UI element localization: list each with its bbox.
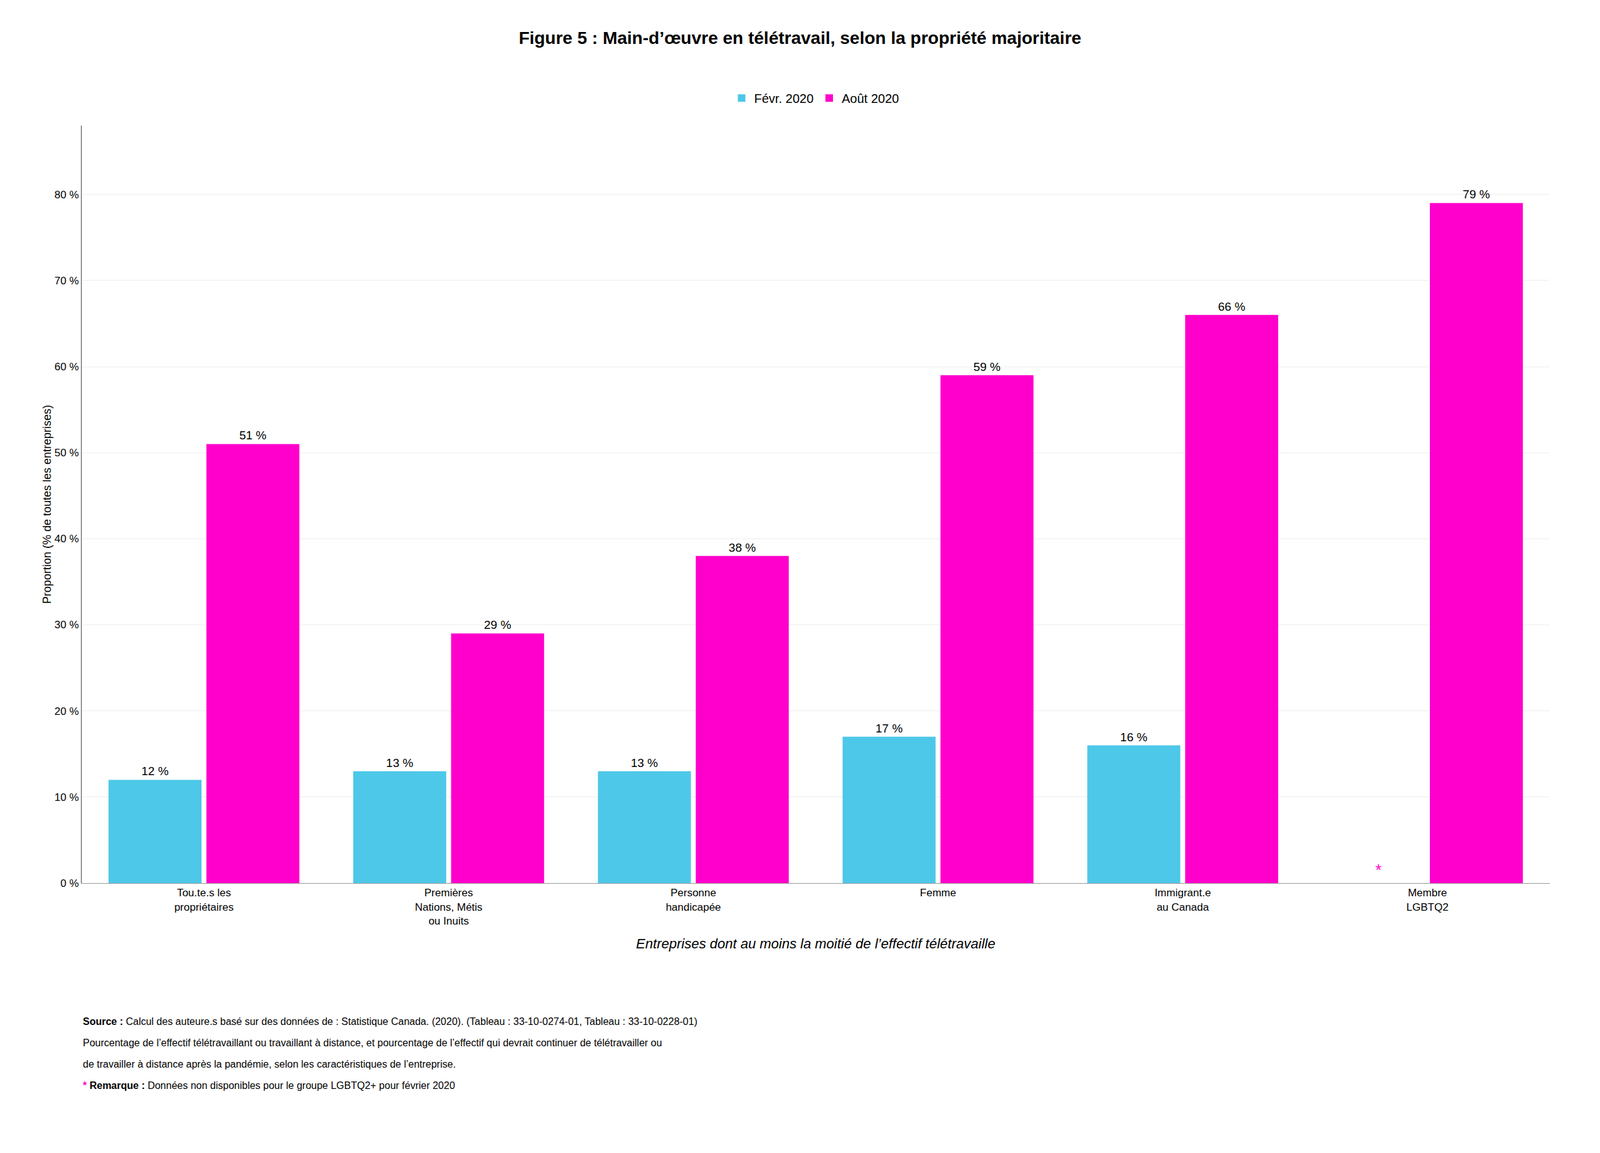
svg-text:80 %: 80 %: [54, 188, 80, 201]
svg-text:PremièresNations, Métisou Inui: PremièresNations, Métisou Inuits: [414, 886, 483, 927]
svg-text:* Remarque : Données non dispo: * Remarque : Données non disponibles pou…: [82, 1080, 456, 1091]
svg-text:10 %: 10 %: [54, 791, 80, 804]
svg-text:*: *: [1375, 860, 1382, 880]
svg-text:Févr. 2020: Févr. 2020: [754, 91, 815, 106]
svg-text:17 %: 17 %: [875, 721, 903, 736]
svg-text:de travailler à distance après: de travailler à distance après la pandém…: [82, 1058, 456, 1070]
svg-text:13 %: 13 %: [386, 756, 414, 770]
svg-text:Proportion (% de toutes les en: Proportion (% de toutes les entreprises): [40, 404, 54, 604]
svg-text:40 %: 40 %: [54, 532, 80, 545]
svg-text:Source : Calcul des auteure.s: Source : Calcul des auteure.s basé sur d…: [82, 1016, 698, 1027]
svg-text:30 %: 30 %: [54, 618, 80, 631]
svg-text:70 %: 70 %: [54, 274, 80, 287]
svg-text:Figure 5 : Main-d’œuvre en tél: Figure 5 : Main-d’œuvre en télétravail, …: [518, 28, 1081, 48]
svg-text:13 %: 13 %: [630, 756, 658, 770]
svg-text:50 %: 50 %: [54, 446, 80, 459]
svg-text:59 %: 59 %: [973, 360, 1001, 374]
svg-text:29 %: 29 %: [483, 618, 511, 632]
svg-text:Immigrant.eau Canada: Immigrant.eau Canada: [1154, 886, 1211, 913]
svg-text:Pourcentage de l’effectif télé: Pourcentage de l’effectif télétravaillan…: [82, 1037, 663, 1049]
svg-text:12 %: 12 %: [141, 764, 169, 778]
svg-text:38 %: 38 %: [728, 541, 756, 555]
svg-text:Août 2020: Août 2020: [841, 91, 899, 106]
svg-text:Tou.te.s lespropriétaires: Tou.te.s lespropriétaires: [174, 886, 235, 913]
svg-text:Entreprises dont au moins la m: Entreprises dont au moins la moitié de l…: [635, 935, 995, 952]
svg-text:79 %: 79 %: [1462, 187, 1490, 201]
svg-text:20 %: 20 %: [54, 705, 80, 718]
svg-text:66 %: 66 %: [1218, 300, 1246, 314]
svg-text:Personnehandicapée: Personnehandicapée: [665, 886, 722, 913]
svg-text:51 %: 51 %: [239, 428, 267, 442]
svg-text:MembreLGBTQ2: MembreLGBTQ2: [1406, 886, 1449, 913]
svg-text:16 %: 16 %: [1120, 730, 1148, 744]
svg-text:0 %: 0 %: [60, 877, 79, 890]
svg-text:60 %: 60 %: [54, 360, 80, 373]
svg-text:Femme: Femme: [920, 886, 957, 899]
